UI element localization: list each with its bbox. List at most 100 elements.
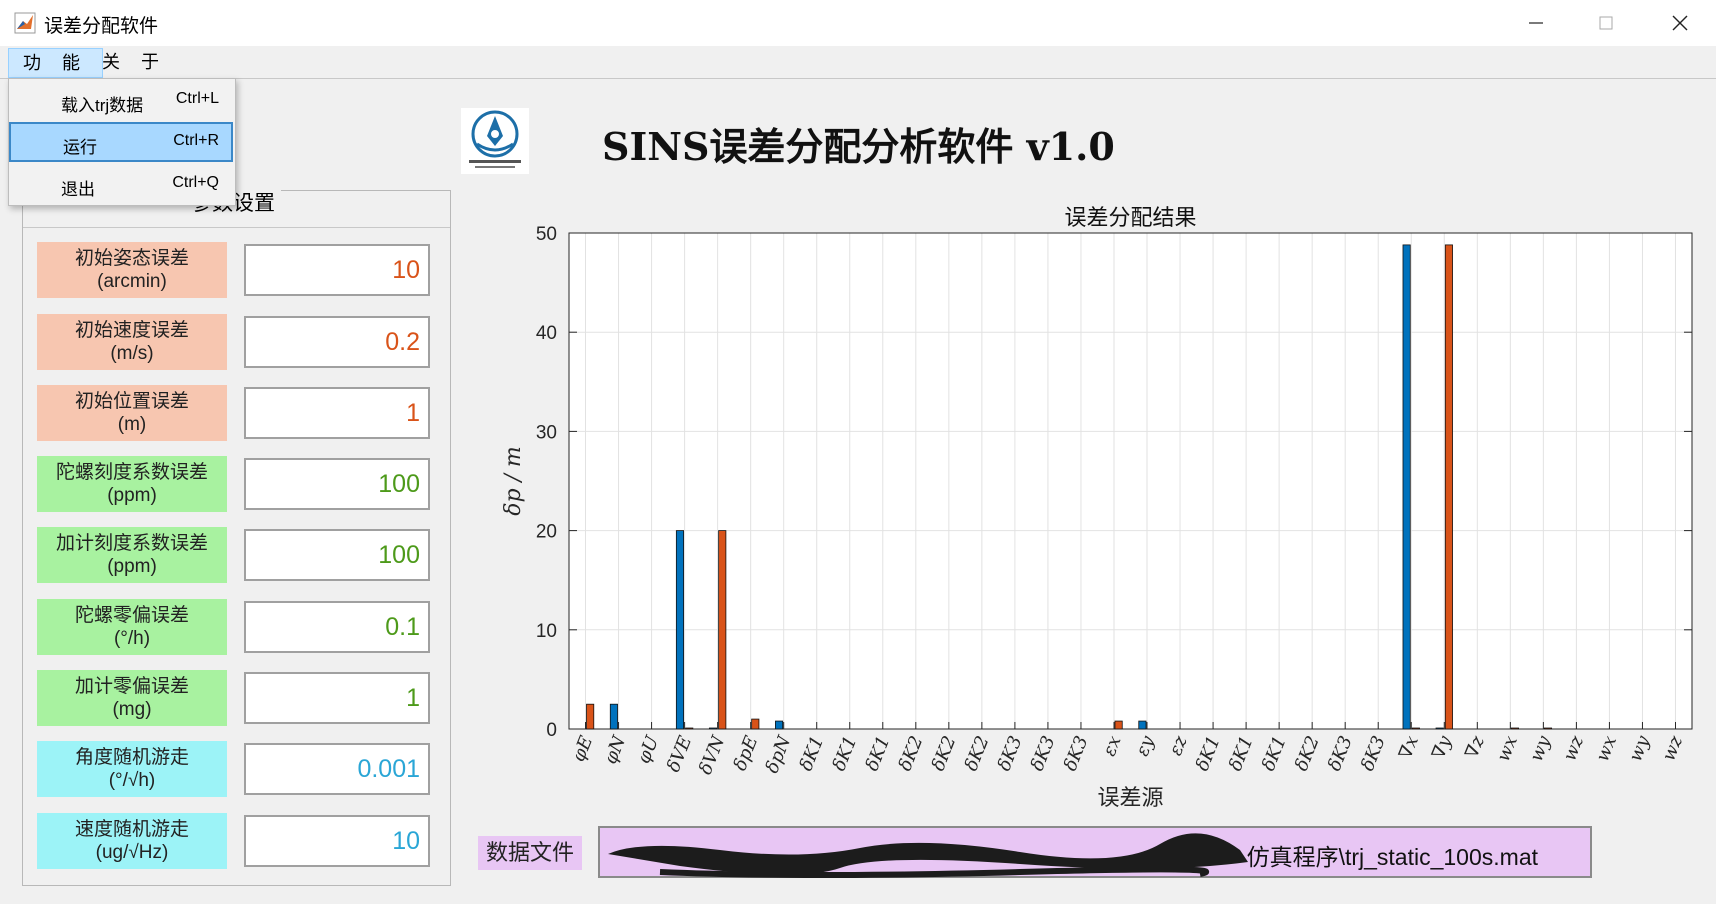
matlab-app-icon [14, 12, 36, 34]
bar [708, 727, 718, 730]
param-label: 角度随机游走 (°/√h) [37, 741, 227, 797]
param-name: 初始位置误差 [74, 391, 189, 412]
chart-title: 误差分配结果 [1064, 206, 1196, 231]
x-tick-label: δVE [663, 733, 696, 775]
param-label: 加计零偏误差 (mg) [37, 670, 227, 726]
x-axis-label: 误差源 [1097, 786, 1163, 811]
x-tick-label: ∇z [1461, 733, 1489, 762]
param-name: 速度随机游走 [74, 819, 189, 840]
x-tick-label: δK3 [1357, 733, 1390, 774]
x-tick-label: δpE [730, 733, 763, 774]
param-value-input[interactable]: 100 [244, 458, 430, 510]
x-tick-label: δK1 [829, 733, 862, 774]
bar [751, 718, 760, 730]
param-value-input[interactable]: 1 [244, 387, 430, 439]
menu-item-label: 退出 [61, 180, 95, 199]
param-name: 陀螺刻度系数误差 [55, 462, 208, 483]
close-button[interactable] [1650, 0, 1710, 46]
x-tick-label: εz [1165, 733, 1192, 759]
panel-divider [23, 227, 450, 228]
param-unit: (arcmin) [97, 271, 167, 292]
minimize-button[interactable] [1506, 0, 1566, 46]
param-value-input[interactable]: 0.2 [244, 316, 430, 368]
y-axis-label: δp / m [501, 446, 526, 516]
x-tick-label: δK2 [895, 733, 928, 774]
param-unit: (ug/√Hz) [95, 842, 169, 863]
param-value-input[interactable]: 1 [244, 672, 430, 724]
bar [1411, 727, 1420, 730]
x-tick-label: ∇y [1428, 732, 1456, 762]
y-tick-label: 30 [536, 422, 557, 443]
x-tick-label: δK2 [928, 733, 961, 774]
bar [1114, 720, 1123, 730]
redaction-scribble [608, 833, 1248, 878]
data-file-path-field[interactable]: 仿真程序\trj_static_100s.mat [598, 826, 1592, 878]
param-unit: (ppm) [107, 556, 157, 577]
x-tick-label: δK3 [1060, 733, 1093, 774]
bar [718, 530, 727, 730]
param-name: 初始姿态误差 [74, 248, 189, 269]
menu-function[interactable]: 功 能 [8, 48, 104, 78]
bar [609, 703, 618, 730]
x-tick-label: δK1 [1225, 733, 1258, 774]
x-tick-label: δVN [695, 732, 730, 778]
data-file-path: 仿真程序\trj_static_100s.mat [1246, 844, 1538, 870]
bar [685, 727, 694, 730]
x-tick-label: δK3 [1027, 733, 1060, 774]
x-tick-label: εx [1099, 733, 1126, 759]
bar [775, 720, 784, 730]
param-value-input[interactable]: 10 [244, 815, 430, 867]
param-value-input[interactable]: 100 [244, 529, 430, 581]
param-label: 初始位置误差 (m) [37, 385, 227, 441]
param-name: 初始速度误差 [74, 320, 189, 341]
bar [1138, 720, 1147, 730]
x-tick-label: wx [1592, 733, 1621, 765]
parameter-panel: 参数设置 初始姿态误差(arcmin)10初始速度误差(m/s)0.2初始位置误… [22, 187, 451, 886]
x-tick-label: wz [1559, 733, 1588, 764]
x-tick-label: δK1 [1258, 733, 1291, 774]
x-tick-label: δK2 [961, 733, 994, 774]
menu-item-label: 载入trj数据 [61, 96, 144, 115]
close-icon [1672, 15, 1688, 31]
x-tick-label: δK1 [862, 733, 895, 774]
y-tick-label: 20 [536, 522, 557, 543]
param-label: 陀螺零偏误差 (°/h) [37, 599, 227, 655]
data-file-label: 数据文件 [478, 836, 582, 870]
maximize-icon [1599, 16, 1613, 30]
param-label: 陀螺刻度系数误差 (ppm) [37, 456, 227, 512]
maximize-button[interactable] [1576, 0, 1636, 46]
param-value-input[interactable]: 0.001 [244, 743, 430, 795]
plot-area [568, 232, 1693, 730]
minimize-icon [1529, 22, 1543, 24]
x-tick-label: εy [1132, 732, 1159, 759]
bar [1435, 727, 1444, 730]
param-value-input[interactable]: 0.1 [244, 601, 430, 653]
param-unit: (m/s) [110, 343, 154, 364]
menu-item-exit[interactable]: 退出 Ctrl+Q [9, 165, 233, 205]
param-unit: (°/√h) [108, 770, 156, 791]
x-tick-label: wz [1658, 733, 1687, 764]
x-tick-label: φN [600, 732, 631, 767]
menu-item-run[interactable]: 运行 Ctrl+R [9, 122, 233, 162]
lab-logo [461, 108, 529, 174]
param-name: 角度随机游走 [74, 747, 189, 768]
menu-item-load-trj[interactable]: 载入trj数据 Ctrl+L [9, 81, 233, 121]
app-title: SINS误差分配分析软件 v1.0 [602, 124, 1115, 169]
x-tick-label: ∇x [1395, 733, 1423, 762]
y-tick-label: 10 [536, 621, 557, 642]
param-label: 加计刻度系数误差 (ppm) [37, 527, 227, 583]
menu-item-shortcut: Ctrl+Q [172, 174, 219, 191]
x-tick-label: wy [1526, 732, 1555, 764]
param-label: 速度随机游走 (ug/√Hz) [37, 813, 227, 869]
menu-about[interactable]: 关 于 [102, 52, 168, 72]
param-unit: (mg) [112, 699, 152, 720]
y-tick-label: 0 [546, 720, 557, 741]
param-value-input[interactable]: 10 [244, 244, 430, 296]
x-tick-label: δK2 [1291, 733, 1324, 774]
x-tick-label: δK3 [994, 733, 1027, 774]
param-label: 初始姿态误差 (arcmin) [37, 242, 227, 298]
bar [586, 703, 595, 730]
x-tick-label: δK3 [1324, 733, 1357, 774]
x-tick-label: wy [1625, 732, 1654, 764]
